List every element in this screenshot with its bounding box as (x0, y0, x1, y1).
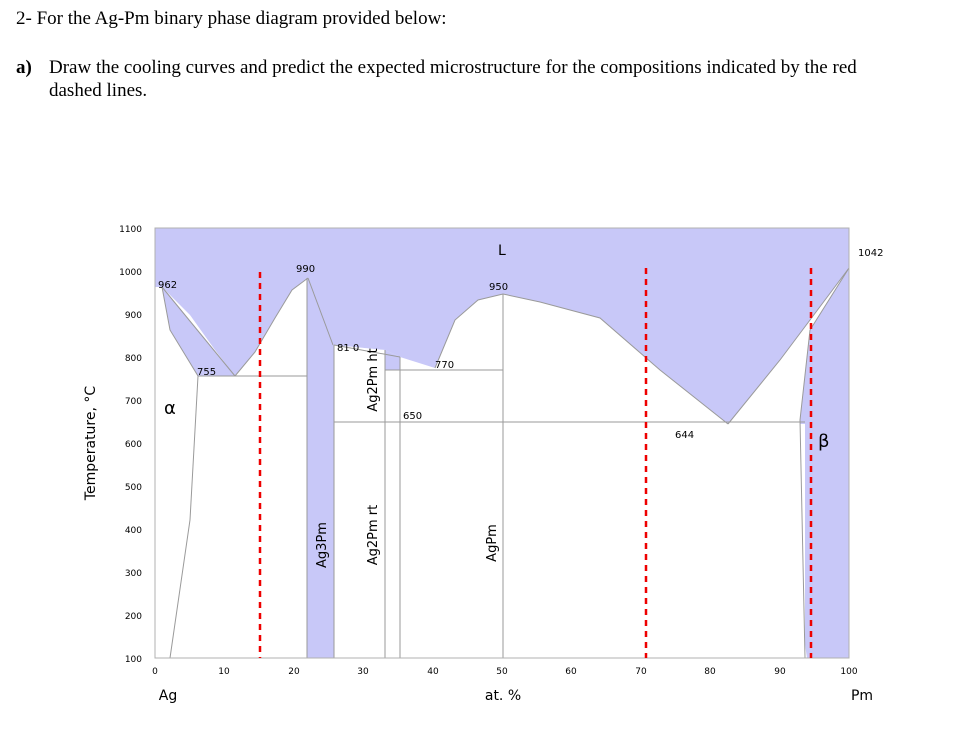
x-tick: 40 (427, 667, 439, 677)
solid-region-3 (385, 370, 503, 658)
x-tick: 80 (704, 667, 716, 677)
composition-lines (258, 268, 813, 658)
ag3pm-region (307, 278, 334, 658)
compound-ag2pm-ht-label: Ag2Pm ht (366, 348, 381, 411)
alpha-solid-region (155, 287, 205, 658)
liquid-label: L (498, 243, 506, 259)
y-tick: 400 (125, 526, 142, 536)
y-tick: 1000 (119, 268, 142, 278)
y-tick: 500 (125, 483, 142, 493)
solid-region-1 (170, 376, 307, 658)
two-phase-region-fill (155, 228, 849, 658)
x-tick: 30 (357, 667, 369, 677)
x-axis-label: at. % (485, 688, 521, 704)
compound-ag2pm-rt-label: Ag2Pm rt (366, 505, 381, 566)
solid-region-2 (334, 345, 385, 658)
temp-label-810: 81 0 (337, 343, 359, 354)
x-tick: 70 (635, 667, 647, 677)
y-tick: 300 (125, 569, 142, 579)
y-tick: 800 (125, 354, 142, 364)
y-tick: 900 (125, 311, 142, 321)
x-tick: 100 (840, 667, 857, 677)
temp-label-650: 650 (403, 411, 422, 422)
y-tick: 600 (125, 440, 142, 450)
x-tick: 10 (218, 667, 230, 677)
question-part-text-line2: dashed lines. (49, 80, 148, 101)
temp-label-962: 962 (158, 280, 177, 291)
temp-label-644: 644 (675, 430, 694, 441)
temp-label-770: 770 (435, 360, 454, 371)
x-tick: 90 (774, 667, 786, 677)
temp-label-1042: 1042 (858, 248, 883, 259)
beta-label: β (818, 431, 830, 452)
solid-region-4 (503, 300, 805, 658)
question-part-label: a) (16, 57, 32, 78)
y-axis-label: Temperature, °C (83, 386, 99, 502)
plot-frame (154, 227, 850, 659)
y-tick-labels: 1100 1000 900 800 700 600 500 400 300 20… (119, 225, 142, 665)
x-tick: 0 (152, 667, 158, 677)
question-part-text-line1: Draw the cooling curves and predict the … (49, 57, 857, 78)
beta-region (805, 268, 849, 658)
x-tick-labels: 0 10 20 30 40 50 60 70 80 90 100 (152, 667, 858, 677)
x-right-element: Pm (851, 688, 873, 704)
question-title: 2- For the Ag-Pm binary phase diagram pr… (16, 8, 447, 29)
y-tick: 700 (125, 397, 142, 407)
x-tick: 20 (288, 667, 300, 677)
compound-ag3pm-label: Ag3Pm (315, 522, 330, 568)
y-tick: 1100 (119, 225, 142, 235)
phase-boundaries (161, 267, 850, 659)
temp-label-755: 755 (197, 367, 216, 378)
temp-label-950: 950 (489, 282, 508, 293)
x-tick: 50 (496, 667, 508, 677)
x-left-element: Ag (159, 688, 177, 704)
alpha-label: α (164, 398, 176, 419)
temp-label-990: 990 (296, 264, 315, 275)
y-tick: 200 (125, 612, 142, 622)
compound-agpm-label: AgPm (485, 524, 500, 562)
x-tick: 60 (565, 667, 577, 677)
y-tick: 100 (125, 655, 142, 665)
